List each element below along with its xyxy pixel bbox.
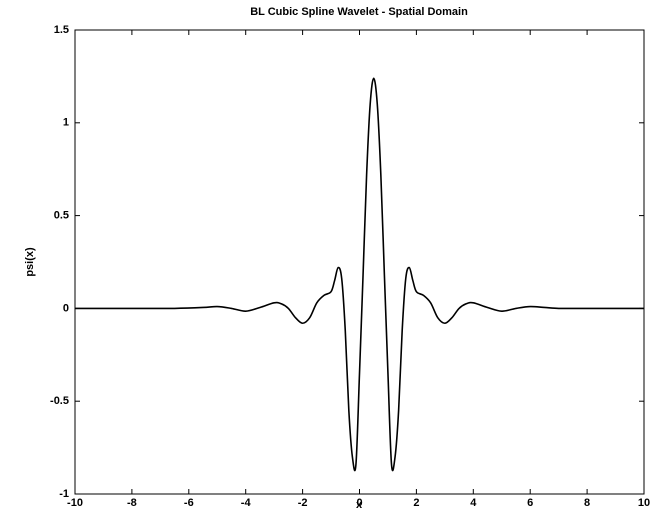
x-tick-label: 2 [413, 497, 419, 509]
x-axis-label: x [356, 499, 363, 510]
line-series [75, 77, 644, 472]
y-tick-label: -0.5 [50, 395, 69, 407]
x-tick-label: 0 [356, 497, 362, 509]
plot-frame [74, 29, 645, 495]
x-tick-label: 10 [638, 497, 650, 509]
x-tick-label: -4 [241, 497, 252, 509]
y-tick-label: 0.5 [54, 210, 69, 222]
y-tick-label: 1 [63, 117, 69, 129]
x-tick-label: -10 [67, 497, 83, 509]
y-tick-label: 1.5 [54, 24, 69, 36]
chart-title: BL Cubic Spline Wavelet - Spatial Domain [250, 6, 468, 18]
y-tick-label: 0 [63, 302, 69, 314]
x-tick-label: 8 [584, 497, 590, 509]
x-tick-label: -8 [127, 497, 137, 509]
y-axis-label: psi(x) [24, 247, 36, 277]
x-tick-label: 4 [470, 497, 477, 509]
x-tick-label: -2 [298, 497, 308, 509]
y-tick-label: -1 [59, 488, 69, 500]
x-tick-label: 6 [527, 497, 533, 509]
x-tick-label: -6 [184, 497, 194, 509]
